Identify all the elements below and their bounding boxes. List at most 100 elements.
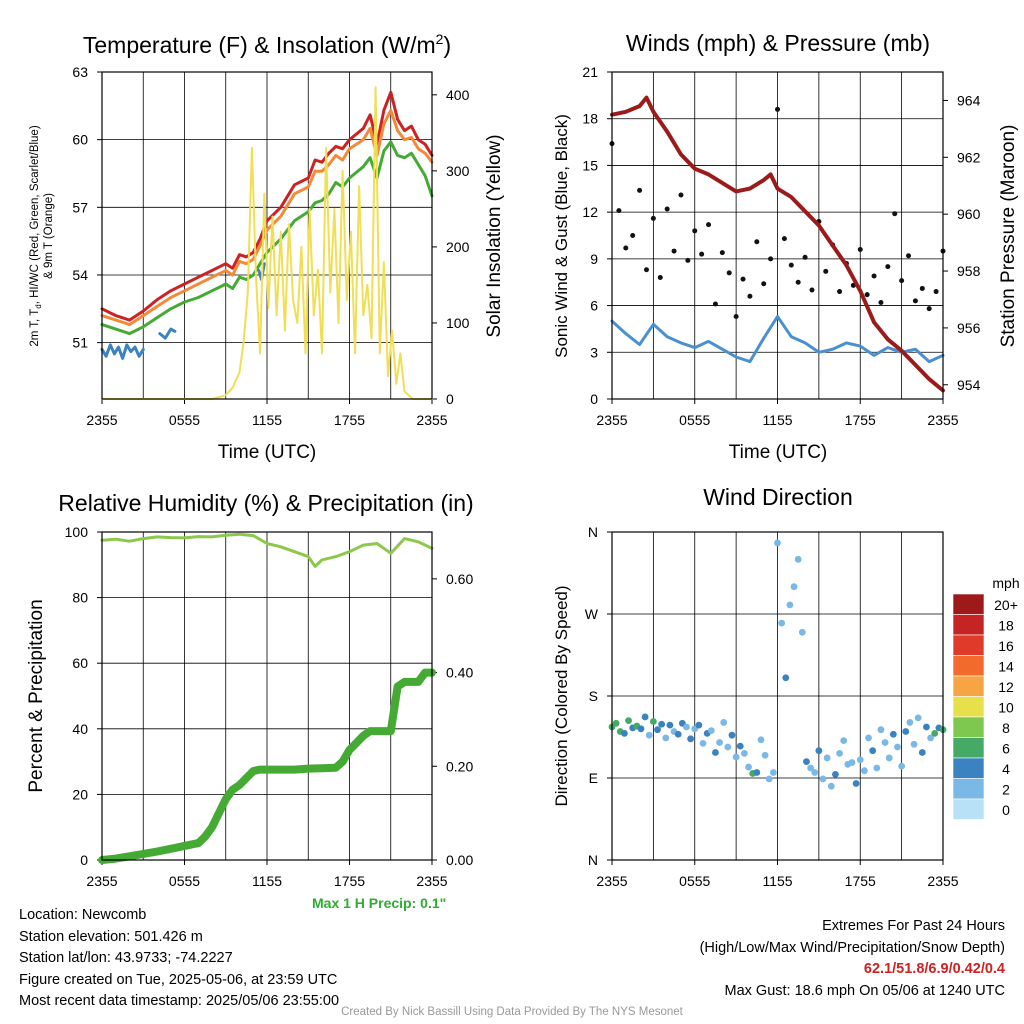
recent-timestamp: Most recent data timestamp: 2025/05/06 2… xyxy=(19,993,340,1009)
plot-frame xyxy=(611,71,944,400)
y-tick-label: 40 xyxy=(72,721,88,737)
direction-point xyxy=(894,743,901,751)
gust-point xyxy=(616,208,622,214)
gust-point xyxy=(664,206,670,212)
x-tick-label: 2355 xyxy=(416,873,447,889)
direction-point xyxy=(786,601,794,609)
direction-point xyxy=(654,726,661,734)
x-tick-label: 2355 xyxy=(86,873,117,889)
legend-swatch xyxy=(952,778,985,800)
rh-line xyxy=(100,532,434,568)
direction-point xyxy=(641,713,649,721)
gust-point xyxy=(768,256,774,262)
direction-point xyxy=(918,749,926,756)
gust-point xyxy=(885,264,891,270)
gust-point xyxy=(650,215,656,221)
direction-point xyxy=(745,763,752,771)
gust-point xyxy=(933,289,939,295)
gust-point xyxy=(719,250,725,256)
gust-point xyxy=(795,279,801,285)
legend-swatch xyxy=(952,716,985,738)
station-location: Location: Newcomb xyxy=(19,907,147,923)
y-tick-label: 54 xyxy=(72,267,88,283)
gust-point xyxy=(823,268,829,274)
gust-point xyxy=(754,239,760,245)
direction-point xyxy=(910,740,918,748)
humidity-ylabel-left: Percent & Precipitation xyxy=(26,599,47,792)
direction-point xyxy=(923,723,930,731)
direction-point xyxy=(906,719,914,726)
y2-tick-label: 0.00 xyxy=(446,852,473,868)
y-tick-label: 60 xyxy=(72,655,88,671)
winds-ylabel-right: Station Pressure (Maroon) xyxy=(998,125,1019,348)
y-tick-label: 15 xyxy=(582,157,598,173)
direction-point xyxy=(649,718,657,725)
legend-label: 2 xyxy=(1002,782,1010,798)
x-tick-label: 1155 xyxy=(252,412,282,428)
gust-point xyxy=(671,248,677,254)
humidity-panel: Relative Humidity (%) & Precipitation (i… xyxy=(26,490,474,889)
station-latlon: Station lat/lon: 43.9733; -74.2227 xyxy=(19,950,233,966)
temperature-ylabel-left: 2m T, Td, HI/WC (Red, Green, Scarlet/Blu… xyxy=(29,125,55,346)
y-tick-label: 57 xyxy=(72,199,88,215)
direction-point xyxy=(819,775,827,783)
legend-swatch xyxy=(952,655,985,677)
gust-point xyxy=(775,106,780,112)
legend-swatch xyxy=(952,757,985,779)
y-tick-label: 21 xyxy=(582,64,598,80)
legend-swatch xyxy=(952,675,985,697)
direction-point xyxy=(712,749,719,756)
gust-point xyxy=(740,276,746,282)
temperature-title: Temperature (F) & Insolation (W/m2) xyxy=(83,31,451,58)
gust-point xyxy=(699,251,705,257)
temperature-panel: Temperature (F) & Insolation (W/m2) Time… xyxy=(29,31,505,463)
legend-swatch xyxy=(952,737,985,759)
direction-point xyxy=(827,782,835,790)
figure-created: Figure created on Tue, 2025-05-06, at 23… xyxy=(19,971,338,988)
direction-point xyxy=(865,734,872,742)
direction-point xyxy=(662,734,670,742)
direction-ylabel-left: Direction (Colored By Speed) xyxy=(552,585,571,806)
y-tick-label: N xyxy=(588,852,598,868)
gust-point xyxy=(685,257,691,263)
direction-point xyxy=(873,764,881,772)
x-tick-label: 2355 xyxy=(596,873,627,889)
legend-label: 18 xyxy=(998,618,1014,634)
direction-point xyxy=(848,759,856,766)
direction-point xyxy=(885,754,893,762)
y-tick-label: W xyxy=(585,606,599,622)
legend-label: 20+ xyxy=(994,597,1018,613)
legend-label: 8 xyxy=(1002,720,1010,736)
max-gust: Max Gust: 18.6 mph On 05/06 at 1240 UTC xyxy=(724,982,1005,999)
station-elevation: Station elevation: 501.426 m xyxy=(19,928,203,945)
x-tick-label: 0555 xyxy=(679,873,710,889)
gust-point xyxy=(761,281,767,287)
y-tick-label: 0 xyxy=(80,852,88,868)
direction-point xyxy=(856,756,864,764)
x-tick-label: 1755 xyxy=(845,873,876,889)
gust-point xyxy=(623,245,629,251)
direction-point xyxy=(736,742,744,750)
direction-point xyxy=(790,583,798,591)
direction-point xyxy=(732,753,740,761)
y-tick-label: 6 xyxy=(590,298,598,314)
gust-point xyxy=(781,236,787,242)
plot-frame xyxy=(101,531,433,861)
x-tick-label: 1155 xyxy=(762,412,792,428)
gust-point xyxy=(657,275,663,281)
legend-label: 16 xyxy=(998,638,1014,654)
direction-point xyxy=(687,735,695,743)
x-tick-label: 1155 xyxy=(252,873,282,889)
direction-point xyxy=(807,764,814,772)
direction-point xyxy=(625,717,632,724)
x-tick-label: 2355 xyxy=(416,412,447,428)
y2-tick-label: 100 xyxy=(446,315,470,331)
direction-point xyxy=(881,739,889,746)
legend-label: 0 xyxy=(1002,802,1010,818)
t2m-line xyxy=(100,90,434,322)
extremes-subtitle: (High/Low/Max Wind/Precipitation/Snow De… xyxy=(699,939,1005,956)
speed-legend: 20+ 18 16 14 12 10 8 6 4 2 0 xyxy=(952,593,1018,820)
direction-point xyxy=(716,739,723,746)
direction-point xyxy=(707,727,715,735)
gust-point xyxy=(926,306,932,312)
